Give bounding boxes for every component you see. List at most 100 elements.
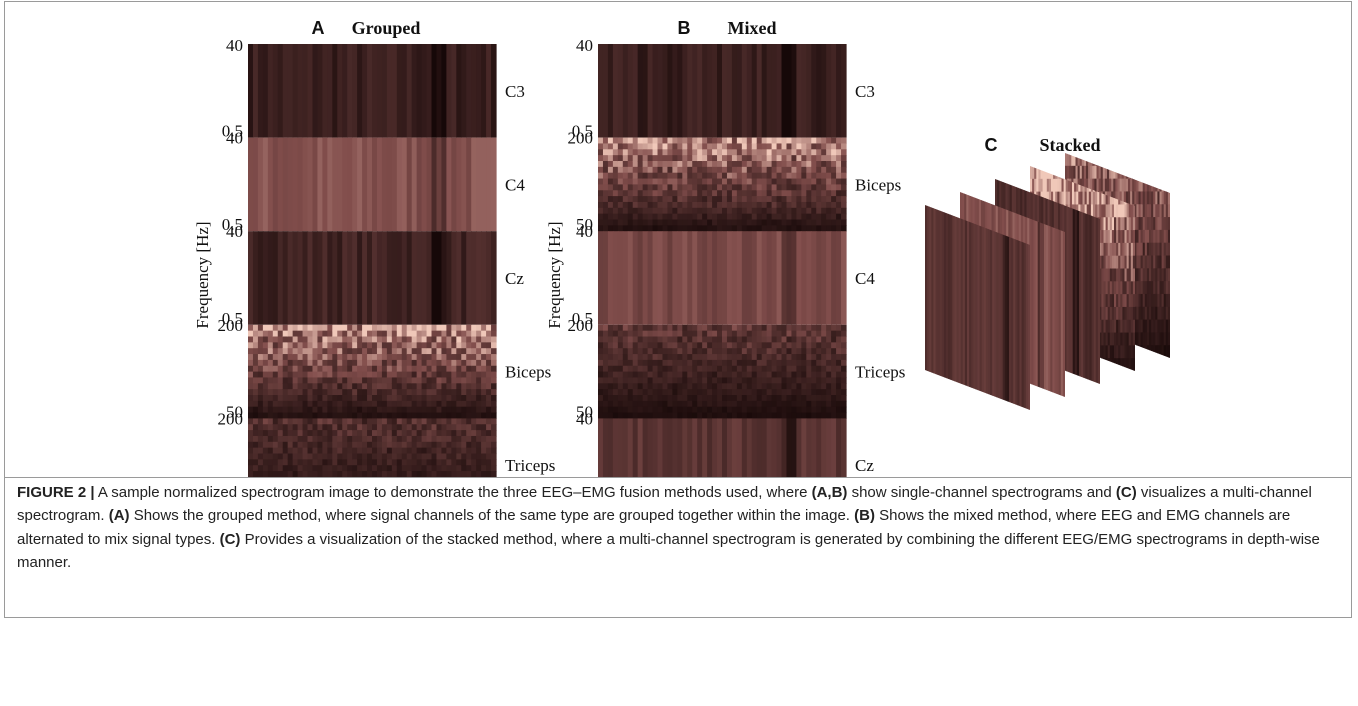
spectrogram-cell [598, 366, 604, 372]
spectrogram-cell [1168, 243, 1171, 256]
spectrogram-cell [821, 149, 827, 155]
spectrogram-cell [722, 395, 728, 401]
spectrogram-cell [796, 225, 802, 231]
spectrogram-column [677, 418, 683, 478]
spectrogram-cell [352, 395, 358, 401]
spectrogram-cell [317, 465, 323, 471]
spectrogram-cell [412, 442, 418, 448]
spectrogram-cell [757, 155, 763, 161]
spectrogram-cell [347, 360, 353, 366]
spectrogram-cell [836, 173, 842, 179]
spectrogram-cell [821, 366, 827, 372]
spectrogram-cell [717, 155, 723, 161]
spectrogram-cell [722, 208, 728, 214]
spectrogram-cell [791, 225, 797, 231]
spectrogram-cell [623, 372, 629, 378]
spectrogram-cell [762, 161, 768, 167]
spectrogram-cell [273, 348, 279, 354]
spectrogram-column [821, 231, 827, 325]
spectrogram-cell [752, 366, 758, 372]
spectrogram-column [618, 418, 624, 478]
spectrogram-cell [707, 360, 713, 366]
spectrogram-column [786, 44, 792, 138]
spectrogram-cell [796, 190, 802, 196]
spectrogram-cell [618, 214, 624, 220]
spectrogram-cell [312, 360, 318, 366]
spectrogram-cell [273, 331, 279, 337]
spectrogram-cell [638, 401, 644, 407]
spectrogram-cell [288, 337, 294, 343]
spectrogram-cell [757, 395, 763, 401]
spectrogram-cell [382, 418, 388, 424]
spectrogram-cell [476, 401, 482, 407]
spectrogram-cell [772, 190, 778, 196]
spectrogram-cell [697, 342, 703, 348]
spectrogram-column [283, 231, 289, 325]
spectrogram-cell [702, 149, 708, 155]
spectrogram-cell [461, 342, 467, 348]
spectrogram-cell [613, 325, 619, 331]
spectrogram-cell [308, 407, 314, 413]
spectrogram-cell [427, 366, 433, 372]
spectrogram-column [377, 138, 383, 232]
spectrogram-column [667, 418, 673, 478]
spectrogram-cell [476, 354, 482, 360]
spectrogram-cell [491, 360, 497, 366]
spectrogram-cell [643, 225, 649, 231]
spectrogram-cell [481, 401, 487, 407]
spectrogram-cell [747, 155, 753, 161]
spectrogram-cell [648, 401, 654, 407]
spectrogram-cell [702, 155, 708, 161]
channel-label: Biceps [855, 175, 901, 194]
spectrogram-column [407, 138, 413, 232]
spectrogram-cell [436, 401, 442, 407]
spectrogram-cell [362, 430, 368, 436]
spectrogram-cell [397, 418, 403, 424]
spectrogram-cell [327, 372, 333, 378]
spectrogram-cell [717, 401, 723, 407]
spectrogram-cell [402, 436, 408, 442]
spectrogram-cell [732, 366, 738, 372]
spectrogram-cell [841, 138, 847, 144]
spectrogram-cell [347, 377, 353, 383]
spectrogram-cell [628, 389, 634, 395]
spectrogram-cell [598, 389, 604, 395]
spectrogram-column [608, 231, 614, 325]
spectrogram-cell [312, 366, 318, 372]
spectrogram-cell [608, 225, 614, 231]
spectrogram-cell [692, 184, 698, 190]
spectrogram-cell [357, 377, 363, 383]
spectrogram-column [667, 44, 673, 138]
spectrogram-column [263, 44, 269, 138]
channel-label: C3 [855, 82, 875, 101]
spectrogram-cell [836, 167, 842, 173]
spectrogram-column [682, 44, 688, 138]
spectrogram-cell [613, 395, 619, 401]
spectrogram-cell [288, 325, 294, 331]
spectrogram-cell [777, 184, 783, 190]
spectrogram-cell [648, 161, 654, 167]
spectrogram-cell [707, 155, 713, 161]
spectrogram-cell [672, 202, 678, 208]
spectrogram-cell [806, 149, 812, 155]
spectrogram-cell [687, 372, 693, 378]
spectrogram-cell [782, 377, 788, 383]
spectrogram-cell [432, 354, 438, 360]
spectrogram-cell [648, 331, 654, 337]
spectrogram-cell [342, 372, 348, 378]
spectrogram-cell [826, 179, 832, 185]
spectrogram-cell [826, 161, 832, 167]
spectrogram-cell [732, 401, 738, 407]
spectrogram-cell [682, 342, 688, 348]
spectrogram-cell [273, 383, 279, 389]
spectrogram-cell [623, 167, 629, 173]
spectrogram-cell [742, 337, 748, 343]
spectrogram-cell [332, 454, 338, 460]
spectrogram-cell [638, 360, 644, 366]
spectrogram-cell [298, 436, 304, 442]
spectrogram-cell [283, 418, 289, 424]
spectrogram-cell [648, 208, 654, 214]
spectrogram-cell [392, 360, 398, 366]
spectrogram-cell [712, 348, 718, 354]
spectrogram-cell [737, 161, 743, 167]
